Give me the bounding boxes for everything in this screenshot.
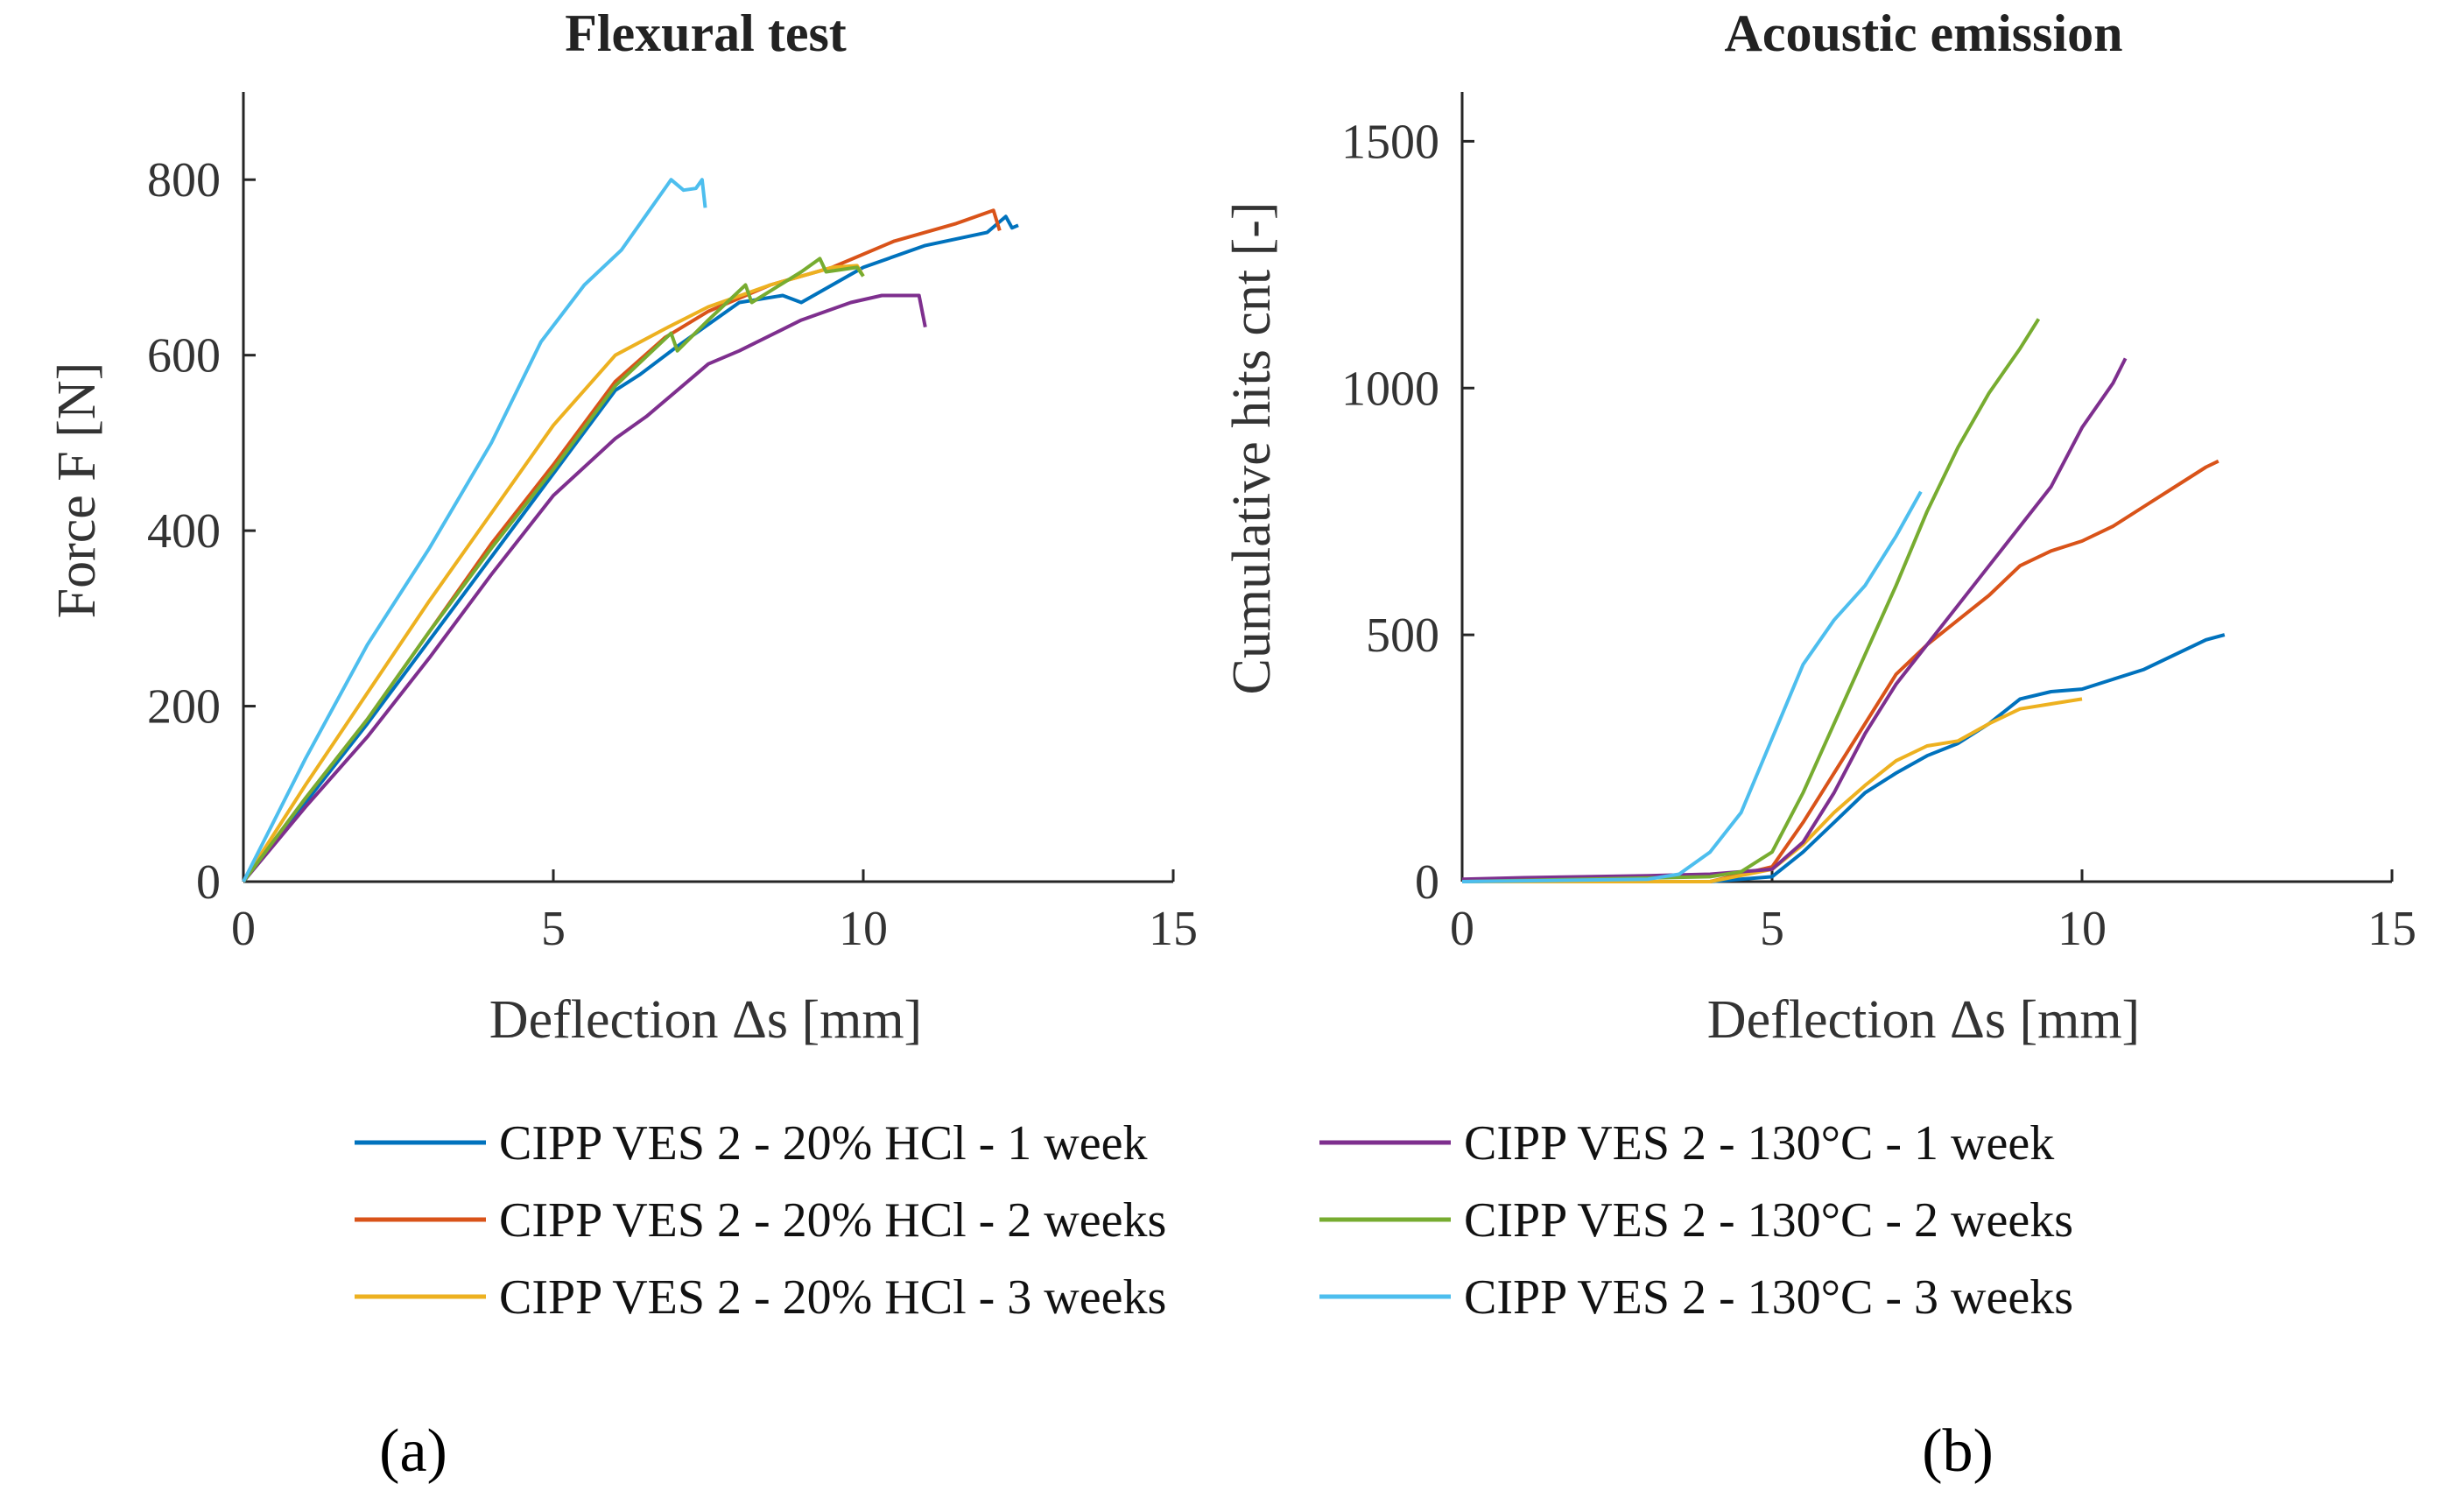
acoustic-y-tick-label: 0 <box>1415 855 1439 910</box>
flexural-title: Flexural test <box>565 4 847 62</box>
acoustic-x-tick-label: 10 <box>2058 902 2107 956</box>
flexural-x-tick-label: 0 <box>231 902 256 956</box>
flexural-y-tick-label: 400 <box>147 504 221 559</box>
acoustic-series-line-2 <box>1462 459 2219 883</box>
flexural-series-line-6 <box>242 178 707 883</box>
acoustic-x-tick-label: 0 <box>1450 902 1474 956</box>
flexural-x-tick-label: 10 <box>839 902 888 956</box>
flexural-x-tick-label: 5 <box>541 902 566 956</box>
acoustic-series-line-3 <box>1462 697 2083 883</box>
flexural-axes: 0 5 10 15 0 200 400 600 800 <box>147 92 1198 956</box>
flexural-chart: Flexural test Force F [N] Deflection Δs … <box>47 4 1198 1485</box>
flexural-series-line-5 <box>242 257 865 883</box>
flexural-ylabel: Force F [N] <box>47 362 107 619</box>
acoustic-y-tick-label: 1000 <box>1341 362 1439 416</box>
acoustic-title: Acoustic emission <box>1725 4 2123 62</box>
flexural-series-line-1 <box>242 214 1019 883</box>
legend-label: CIPP VES 2 - 20% HCl - 3 weeks <box>499 1270 1166 1325</box>
acoustic-series-line-4 <box>1461 357 2128 882</box>
legend-label: CIPP VES 2 - 20% HCl - 1 week <box>499 1116 1147 1171</box>
flexural-series-line-4 <box>242 293 927 883</box>
panel-label-a: (a) <box>379 1417 447 1485</box>
legend-label: CIPP VES 2 - 20% HCl - 2 weeks <box>499 1193 1166 1248</box>
acoustic-x-tick-label: 15 <box>2367 902 2416 956</box>
flexural-xlabel: Deflection Δs [mm] <box>489 990 922 1050</box>
legend-label: CIPP VES 2 - 130°C - 2 weeks <box>1464 1193 2073 1248</box>
legend-label: CIPP VES 2 - 130°C - 3 weeks <box>1464 1270 2073 1325</box>
panel-label-b: (b) <box>1922 1417 1994 1485</box>
legend: CIPP VES 2 - 20% HCl - 1 week CIPP VES 2 … <box>355 1116 2073 1325</box>
flexural-lines <box>242 178 1019 883</box>
flexural-y-tick-label: 800 <box>147 153 221 207</box>
flexural-x-tick-label: 15 <box>1149 902 1198 956</box>
acoustic-xlabel: Deflection Δs [mm] <box>1707 990 2140 1050</box>
flexural-y-tick-label: 0 <box>196 855 221 910</box>
acoustic-chart: Acoustic emission Cumulative hits cnt [-… <box>1222 4 2416 1485</box>
acoustic-series-line-6 <box>1461 490 1923 883</box>
flexural-y-tick-label: 600 <box>147 329 221 383</box>
acoustic-y-tick-label: 1500 <box>1341 115 1439 169</box>
acoustic-series-line-5 <box>1461 318 2041 883</box>
legend-label: CIPP VES 2 - 130°C - 1 week <box>1464 1116 2054 1171</box>
acoustic-axes: 0 5 10 15 0 500 1000 1500 <box>1341 92 2416 956</box>
acoustic-y-tick-label: 500 <box>1366 608 1439 663</box>
flexural-series-line-2 <box>242 208 1002 883</box>
flexural-series-line-3 <box>242 264 865 883</box>
acoustic-x-tick-label: 5 <box>1760 902 1784 956</box>
acoustic-lines <box>1461 318 2226 883</box>
flexural-y-tick-label: 200 <box>147 680 221 735</box>
acoustic-ylabel: Cumulative hits cnt [-] <box>1222 201 1282 694</box>
